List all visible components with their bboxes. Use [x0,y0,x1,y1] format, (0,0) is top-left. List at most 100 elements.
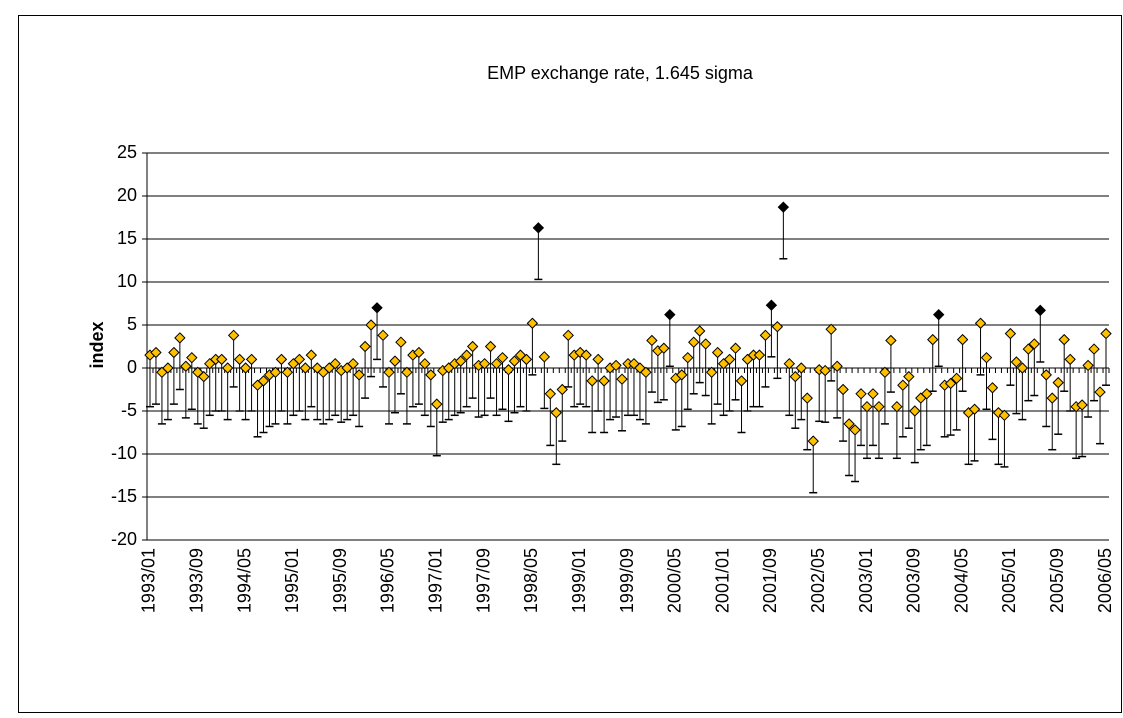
marker [777,201,790,213]
y-tick-label: 10 [117,271,137,291]
x-tick-label: 2005/09 [1047,548,1067,613]
marker [538,351,551,363]
x-tick-label: 1995/09 [330,548,350,613]
marker [956,333,969,346]
marker [688,336,700,348]
marker [771,321,784,333]
marker [496,351,509,364]
marker [478,357,491,370]
marker [460,349,473,361]
x-tick-label: 2002/05 [808,548,828,613]
marker [789,370,802,383]
x-tick-label: 2005/01 [999,548,1019,613]
marker [1040,369,1052,381]
marker [861,400,873,413]
marker [1052,376,1064,389]
marker [1022,343,1035,355]
marker [986,382,999,394]
marker [753,349,766,361]
y-tick-label: -20 [111,529,137,549]
marker [580,349,592,361]
x-tick-label: 2001/01 [712,548,732,613]
x-tick-label: 2003/01 [856,548,876,613]
marker [550,407,563,419]
y-tick-label: -5 [121,400,137,420]
marker [544,388,557,400]
marker [927,333,939,346]
marker [329,357,341,370]
marker [682,351,694,364]
marker [586,375,598,387]
marker [729,342,742,354]
marker [891,400,903,413]
marker [801,392,813,404]
marker [616,373,628,385]
marker [1046,392,1058,404]
marker [1094,386,1106,398]
x-tick-label: 1995/01 [282,548,302,613]
marker [150,346,162,359]
marker [944,377,957,390]
marker [849,424,861,436]
marker [998,409,1011,422]
x-tick-label: 2000/05 [665,548,685,613]
marker [968,403,981,415]
marker [592,353,604,366]
marker [186,351,198,364]
marker [454,355,467,367]
x-tick-label: 1997/09 [473,548,493,613]
marker [831,360,843,372]
marker [395,336,407,348]
marker [359,340,371,353]
marker [795,362,807,374]
marker [520,353,533,366]
y-tick-label: -10 [111,443,137,463]
y-tick-label: -15 [111,486,137,506]
marker [502,364,515,376]
x-tick-label: 1993/09 [187,548,207,613]
marker [245,353,258,366]
marker [735,375,748,387]
marker [227,329,240,342]
marker [723,353,736,366]
marker [401,366,413,379]
marker [574,346,586,359]
marker [174,332,186,344]
marker [490,357,503,370]
marker [819,364,831,377]
marker [162,362,174,374]
marker [903,370,915,383]
marker [221,362,234,374]
marker [873,400,885,413]
marker [1010,356,1023,368]
marker [705,366,718,379]
marker [526,317,539,329]
y-tick-label: 5 [127,314,137,334]
marker [192,366,204,379]
marker [275,353,288,366]
marker [484,340,497,353]
y-tick-label: 20 [117,185,137,205]
marker [837,383,849,396]
marker [783,357,796,370]
marker [855,388,867,400]
marker [825,323,837,336]
marker [1058,333,1070,346]
marker [765,299,778,311]
marker [233,353,246,366]
marker [909,405,921,417]
marker [383,366,395,379]
marker [257,375,270,387]
y-tick-label: 15 [117,228,137,248]
marker [425,369,437,381]
y-axis-label: index [87,321,107,368]
marker [198,370,210,383]
marker [646,334,658,347]
marker [933,308,945,321]
marker [389,355,401,367]
marker [693,325,706,337]
marker [1034,304,1046,317]
marker [353,369,365,381]
marker [759,329,772,342]
x-tick-label: 1998/05 [521,548,541,613]
